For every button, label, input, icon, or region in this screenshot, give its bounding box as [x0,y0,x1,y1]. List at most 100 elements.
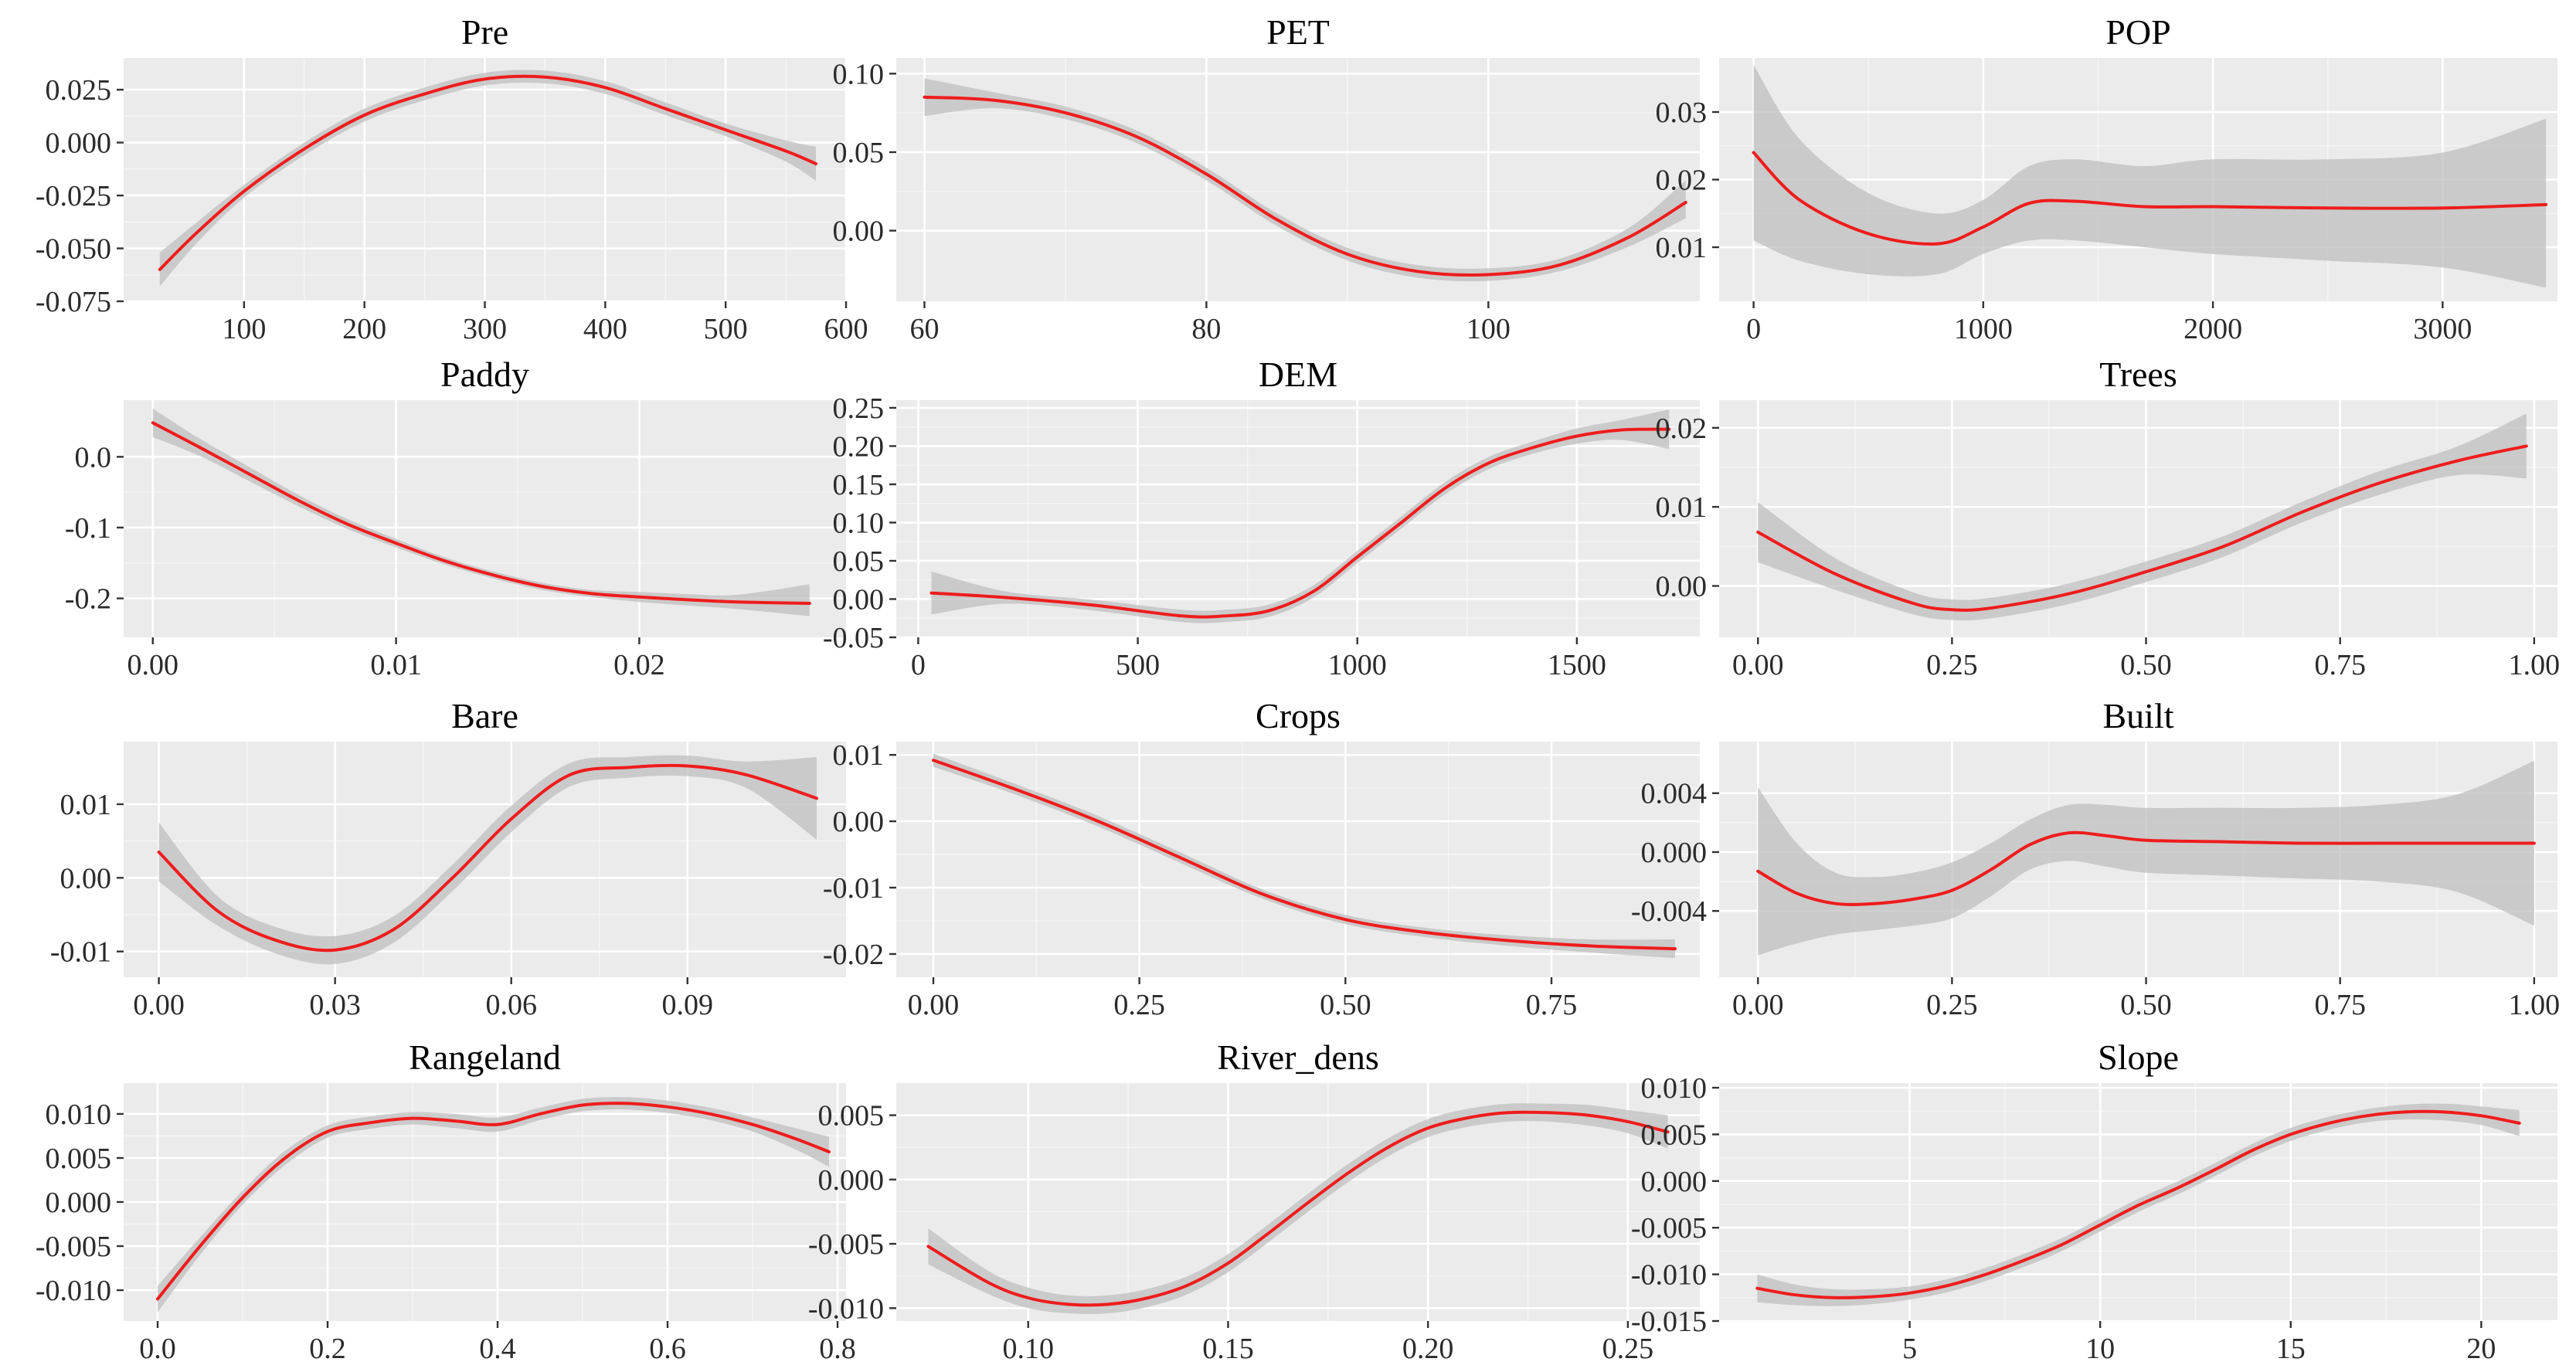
panel-bare-xtick-label: 0.09 [662,989,714,1021]
panel-pop-xtick-label: 2000 [2183,313,2242,345]
panel-dem-data [929,409,1671,623]
panel-slope-xtick-label: 20 [2466,1333,2496,1365]
panel-slope-ytick-label: -0.010 [1631,1259,1707,1292]
panel-paddy-xtick-label: 0.00 [127,649,179,681]
panel-river-dens-ytick-label: 0.005 [818,1100,885,1133]
panel-dem-xtick-label: 1500 [1548,649,1606,681]
panel-pop-ytick-label: 0.01 [1656,232,1708,264]
panel-pre-xtick-label: 100 [222,313,266,345]
panel-bare-ytick-label: 0.00 [60,862,112,895]
panel-river-dens-fit-line [926,1110,1670,1307]
panel-trees-fit-line [1756,444,2528,612]
panel-trees-xtick-label: 0.50 [2120,649,2172,681]
panel-pet-fit-line [923,95,1687,277]
panel-paddy-confidence-band [152,409,810,616]
panel-pre-ytick-label: 0.000 [46,127,112,160]
panel-slope-ytick-label: -0.015 [1631,1306,1707,1338]
panel-pre: -0.075 -0.050 -0.025 0.000 0.025 100 200 300 400… [36,12,868,345]
panel-pre-fit-line [158,74,817,271]
panel-river-dens-xtick-label: 0.20 [1402,1333,1454,1365]
panel-slope-xtick-label: 10 [2085,1333,2115,1365]
panel-pop-data [1752,64,2548,288]
panel-pre-xtick-label: 600 [824,313,868,345]
panel-pop-fit-line [1752,151,2548,246]
panel-paddy-title: Paddy [440,355,529,394]
panel-slope-ytick-label: 0.010 [1641,1072,1708,1105]
panel-rangeland-data [156,1097,831,1313]
panel-slope-ytick-label: -0.005 [1631,1212,1707,1245]
panel-pet: 0.00 0.05 0.10 60 80 100 PET [833,12,1700,345]
panel-built-xtick-label: 0.25 [1926,989,1978,1021]
panel-built-fit-line [1756,830,2536,906]
panel-built-data [1756,760,2536,956]
panel-river-dens-ytick-label: -0.010 [808,1292,884,1325]
panel-dem-ytick-label: -0.05 [823,622,884,654]
panel-pet-title: PET [1266,12,1330,52]
panel-bare-ytick-label: 0.01 [60,789,112,821]
panel-pre-xtick-label: 300 [463,313,507,345]
panel-built-ytick-label: 0.004 [1641,778,1708,810]
panel-pre-ytick-label: -0.025 [36,180,111,212]
panel-river-dens-xtick-label: 0.10 [1002,1333,1054,1365]
panel-paddy-data [151,409,811,616]
panel-dem-fit-line [929,427,1671,619]
panel-rangeland-title: Rangeland [409,1037,561,1077]
panel-dem-xtick-label: 0 [911,649,926,681]
panel-rangeland-ytick-label: -0.010 [36,1275,111,1307]
panel-pop-xtick-label: 0 [1746,313,1761,345]
panel-pre-xtick-label: 500 [704,313,748,345]
panel-trees-xtick-label: 0.25 [1926,649,1978,681]
panel-river-dens-ytick-label: -0.005 [808,1228,884,1261]
panel-pre-data [158,70,817,287]
panel-paddy-fit-line [151,421,811,605]
panel-bare-xtick-label: 0.03 [309,989,361,1021]
panel-built-title: Built [2102,696,2173,735]
panel-trees-background [1719,400,2557,637]
panel-rangeland-xtick-label: 0.6 [649,1333,686,1365]
panel-paddy-ytick-label: -0.1 [65,512,111,545]
panel-pop-title: POP [2105,12,2170,52]
panel-river-dens-data [926,1103,1670,1314]
panel-trees-ytick-label: 0.01 [1656,491,1708,524]
panel-dem-ytick-label: 0.05 [833,545,885,578]
panel-rangeland-ytick-label: 0.005 [46,1143,112,1175]
panel-dem-title: DEM [1259,355,1337,394]
panel-rangeland-fit-line [156,1102,831,1301]
panel-trees: 0.00 0.01 0.02 0.00 0.25 0.50 0.75 1.00 Trees [1656,355,2561,681]
panel-pet-data [923,78,1687,282]
panel-crops-ytick-label: 0.00 [833,806,885,838]
panel-pre-ytick-label: -0.050 [36,233,111,266]
panel-paddy: -0.2 -0.1 0.0 0.00 0.01 0.02 Paddy [65,355,846,681]
panel-pop-xtick-label: 1000 [1954,313,2013,345]
panel-rangeland-ytick-label: 0.000 [46,1187,112,1219]
panel-dem-xtick-label: 1000 [1328,649,1387,681]
panel-pet-xtick-label: 80 [1191,313,1221,345]
panel-pet-xtick-label: 100 [1466,313,1511,345]
panel-slope-ytick-label: 0.005 [1641,1119,1708,1151]
panel-river-dens-xtick-label: 0.25 [1602,1333,1654,1365]
panel-paddy-xtick-label: 0.02 [613,649,665,681]
panel-built-xtick-label: 0.00 [1732,989,1784,1021]
panel-bare-xtick-label: 0.00 [133,989,185,1021]
panel-crops-xtick-label: 0.50 [1320,989,1371,1021]
panel-rangeland-ytick-label: -0.005 [36,1231,111,1263]
panel-dem-ytick-label: 0.25 [833,392,885,425]
panel-trees-xtick-label: 1.00 [2509,649,2561,681]
panel-rangeland: -0.010 -0.005 0.000 0.005 0.010 0.0 0.2 0.4 0.6 0… [36,1037,856,1365]
panel-pop-ytick-label: 0.02 [1656,165,1708,197]
panel-built-xtick-label: 0.50 [2120,989,2172,1021]
panel-pre-ytick-label: 0.025 [46,74,112,107]
panel-built-xtick-label: 0.75 [2314,989,2366,1021]
panel-pop-xtick-label: 3000 [2413,313,2472,345]
panel-bare-fit-line [157,763,818,953]
panel-bare-data [157,755,818,965]
panel-bare: -0.01 0.00 0.01 0.00 0.03 0.06 0.09 Bare [50,696,846,1021]
panel-river-dens-ytick-label: 0.000 [818,1164,885,1197]
panel-dem: -0.05 0.00 0.05 0.10 0.15 0.20 0.25 0 500 1000 150… [823,355,1700,681]
panel-bare-xtick-label: 0.06 [485,989,537,1021]
panel-river-dens-xtick-label: 0.15 [1202,1333,1254,1365]
panel-built: -0.004 0.000 0.004 0.00 0.25 0.50 0.75 1.00 Buil… [1631,696,2560,1021]
panel-pet-xtick-label: 60 [909,313,939,345]
